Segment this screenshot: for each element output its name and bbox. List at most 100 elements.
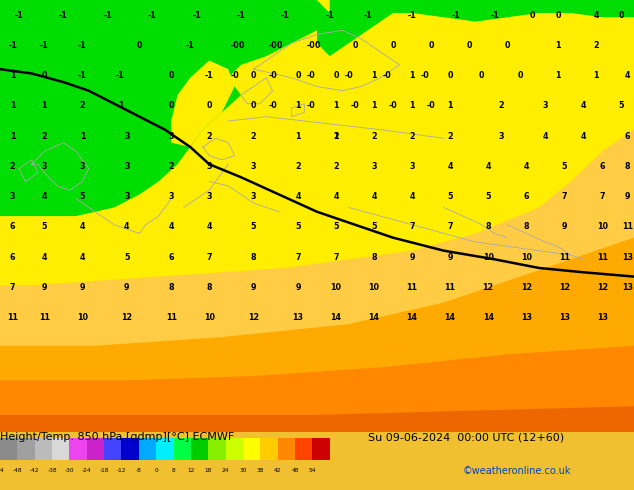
Text: 7: 7: [333, 253, 339, 262]
Text: 18: 18: [205, 468, 212, 473]
Text: 24: 24: [222, 468, 230, 473]
Text: 14: 14: [444, 313, 456, 322]
Text: -0: -0: [344, 71, 353, 80]
Text: -1: -1: [186, 41, 195, 50]
Text: 0: 0: [276, 41, 281, 50]
Text: -1: -1: [78, 41, 87, 50]
Text: 11: 11: [444, 283, 456, 292]
Text: -1: -1: [281, 11, 290, 20]
Text: 0: 0: [154, 468, 158, 473]
Text: 7: 7: [600, 192, 605, 201]
Text: -0: -0: [306, 101, 315, 110]
Text: 9: 9: [295, 283, 301, 292]
Text: 1: 1: [555, 71, 560, 80]
Text: 11: 11: [165, 313, 177, 322]
Text: 12: 12: [597, 283, 608, 292]
Text: 2: 2: [251, 132, 256, 141]
Polygon shape: [0, 238, 634, 432]
Text: 2: 2: [207, 132, 212, 141]
Text: 13: 13: [622, 283, 633, 292]
Text: 6: 6: [169, 253, 174, 262]
Text: 10: 10: [597, 222, 608, 231]
Text: -0: -0: [306, 71, 315, 80]
Text: 3: 3: [124, 132, 129, 141]
Text: 8: 8: [172, 468, 176, 473]
Text: 12: 12: [521, 283, 532, 292]
Text: 42: 42: [274, 468, 281, 473]
Text: 12: 12: [559, 283, 570, 292]
Text: 4: 4: [80, 253, 85, 262]
Text: 3: 3: [80, 162, 85, 171]
Text: 2: 2: [169, 162, 174, 171]
Text: 14: 14: [330, 313, 342, 322]
Bar: [52, 438, 69, 460]
Text: -1: -1: [148, 11, 157, 20]
Text: 1: 1: [372, 71, 377, 80]
Text: 6: 6: [10, 253, 15, 262]
Text: 4: 4: [625, 71, 630, 80]
Bar: [295, 438, 313, 460]
Text: 14: 14: [482, 313, 494, 322]
Text: 30: 30: [239, 468, 247, 473]
Text: 10: 10: [330, 283, 342, 292]
Text: 10: 10: [482, 253, 494, 262]
Bar: [104, 438, 122, 460]
Bar: [243, 438, 261, 460]
Text: -0: -0: [389, 101, 398, 110]
Text: 3: 3: [251, 192, 256, 201]
Text: 0: 0: [391, 41, 396, 50]
Text: 8: 8: [251, 253, 256, 262]
Text: 3: 3: [207, 192, 212, 201]
Text: 4: 4: [80, 222, 85, 231]
Text: 8: 8: [372, 253, 377, 262]
Text: 2: 2: [410, 132, 415, 141]
Text: 1: 1: [448, 101, 453, 110]
Text: 11: 11: [597, 253, 608, 262]
Text: -1: -1: [490, 11, 499, 20]
Text: -30: -30: [65, 468, 74, 473]
Polygon shape: [0, 0, 330, 216]
Text: 3: 3: [169, 192, 174, 201]
Text: 5: 5: [448, 192, 453, 201]
Text: 2: 2: [10, 162, 15, 171]
Text: -1: -1: [40, 41, 49, 50]
Text: 11: 11: [406, 283, 418, 292]
Text: 8: 8: [486, 222, 491, 231]
Text: -1: -1: [192, 11, 201, 20]
Text: -1: -1: [15, 11, 23, 20]
Text: -1: -1: [116, 71, 125, 80]
Text: -48: -48: [13, 468, 22, 473]
Text: -0: -0: [351, 101, 359, 110]
Text: 4: 4: [581, 132, 586, 141]
Text: 0: 0: [333, 71, 339, 80]
Text: 0: 0: [238, 41, 243, 50]
Text: 4: 4: [333, 192, 339, 201]
Text: -1: -1: [363, 11, 372, 20]
Text: 12: 12: [248, 313, 259, 322]
Text: 13: 13: [597, 313, 608, 322]
Text: 8: 8: [625, 162, 630, 171]
Text: 13: 13: [559, 313, 570, 322]
Text: 12: 12: [121, 313, 133, 322]
Text: 3: 3: [124, 162, 129, 171]
Text: 3: 3: [410, 162, 415, 171]
Text: 4: 4: [42, 253, 47, 262]
Polygon shape: [0, 406, 634, 432]
Text: -0: -0: [306, 41, 315, 50]
Text: 1: 1: [333, 132, 339, 141]
Text: 54: 54: [309, 468, 316, 473]
Text: 0: 0: [251, 71, 256, 80]
Text: 1: 1: [80, 132, 85, 141]
Text: 6: 6: [10, 222, 15, 231]
Text: -54: -54: [0, 468, 5, 473]
Text: -1: -1: [59, 11, 68, 20]
Text: -42: -42: [30, 468, 39, 473]
Text: 11: 11: [622, 222, 633, 231]
Text: 0: 0: [251, 101, 256, 110]
Text: 5: 5: [251, 222, 256, 231]
Text: 1: 1: [410, 71, 415, 80]
Text: 12: 12: [187, 468, 195, 473]
Text: -24: -24: [82, 468, 91, 473]
Polygon shape: [0, 346, 634, 432]
Bar: [122, 438, 139, 460]
